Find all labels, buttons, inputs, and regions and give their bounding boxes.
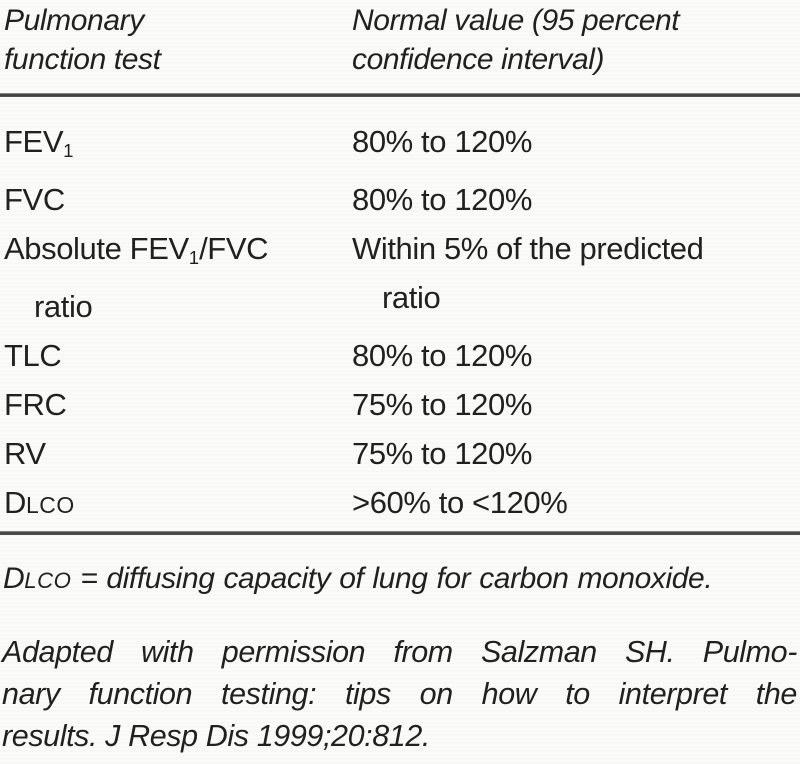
abbrev-d: D [3, 562, 25, 595]
smallcaps: LCO [26, 492, 75, 519]
subscript: 1 [188, 247, 200, 269]
test-cell: FRC [4, 380, 352, 429]
table-header-row: Pulmonary function test Normal value (95… [4, 1, 800, 79]
table-body: FEV1 80% to 120% FVC 80% to 120% Absolut… [4, 117, 800, 530]
subscript: 1 [63, 140, 74, 162]
table-row: DLCO >60% to <120% [4, 478, 800, 530]
text-segment: TLC [4, 338, 62, 374]
cell-line: Within 5% of the predicted [352, 224, 800, 273]
value-cell: 80% to 120% [352, 117, 800, 175]
text-segment: 80% to 120% [352, 338, 533, 374]
table-row: TLC 80% to 120% [4, 331, 800, 380]
test-cell: RV [4, 429, 352, 478]
table-row: FRC 75% to 120% [4, 380, 800, 429]
text-segment: RV [4, 436, 46, 472]
abbrev-definition: = diffusing capacity of lung for carbon … [71, 562, 713, 595]
table-row: Absolute FEV1/FVC ratio Within 5% of the … [4, 224, 800, 331]
citation-line: nary function testing: tips on how to in… [2, 677, 797, 711]
text-segment: 80% to 120% [352, 124, 533, 159]
text-segment: >60% to <120% [352, 485, 568, 521]
test-cell: FVC [4, 175, 352, 224]
text-segment: ratio [382, 280, 441, 316]
abbrev-lco-smallcaps: LCO [24, 568, 72, 593]
cell-line: FRC [4, 380, 352, 429]
cell-line: 80% to 120% [352, 117, 800, 166]
cell-line: 75% to 120% [352, 380, 800, 429]
text-segment: 75% to 120% [352, 387, 533, 423]
table-row: FVC 80% to 120% [4, 175, 800, 224]
cell-line: ratio [352, 273, 800, 322]
text-segment: FEV [4, 124, 64, 159]
cell-line: DLCO [4, 478, 352, 530]
text-segment: Within 5% of the predicted [352, 231, 704, 267]
cell-line: FEV1 [4, 117, 352, 175]
text-segment: /FVC [199, 231, 269, 267]
value-cell: Within 5% of the predicted ratio [352, 224, 800, 331]
header-test-column: Pulmonary function test [4, 4, 161, 76]
cell-line: RV [4, 429, 352, 478]
footnote-divider-rule [0, 531, 800, 535]
value-cell: 75% to 120% [352, 380, 800, 429]
test-cell: Absolute FEV1/FVC ratio [4, 224, 352, 331]
test-cell: TLC [4, 331, 352, 380]
cell-line: ratio [4, 282, 352, 331]
abbreviation-footnote: DLCO = diffusing capacity of lung for ca… [3, 559, 800, 601]
text-segment: Absolute FEV [4, 231, 189, 267]
value-cell: 80% to 120% [352, 175, 800, 224]
table-row: FEV1 80% to 120% [4, 117, 800, 175]
value-cell: 75% to 120% [352, 429, 800, 478]
value-cell: >60% to <120% [352, 478, 800, 530]
text-segment: D [4, 485, 26, 521]
cell-line: TLC [4, 331, 352, 380]
test-cell: FEV1 [4, 117, 352, 175]
cell-line: Absolute FEV1/FVC [4, 224, 352, 282]
cell-line: 75% to 120% [352, 429, 800, 478]
text-segment: FRC [4, 387, 67, 423]
cell-line: >60% to <120% [352, 478, 800, 527]
header-value-column: Normal value (95 percent confidence inte… [352, 4, 680, 76]
test-cell: DLCO [4, 478, 352, 530]
citation-line: Adapted with permission from Salzman SH.… [2, 635, 797, 669]
text-segment: 75% to 120% [352, 436, 533, 472]
value-cell: 80% to 120% [352, 331, 800, 380]
cell-line: FVC [4, 175, 352, 224]
table-row: RV 75% to 120% [4, 429, 800, 478]
citation-line: results. J Resp Dis 1999;20:812. [2, 719, 430, 753]
cell-line: 80% to 120% [352, 331, 800, 380]
source-citation: Adapted with permission from Salzman SH.… [2, 631, 797, 757]
header-divider-rule [0, 93, 800, 97]
text-segment: ratio [34, 289, 93, 325]
text-segment: 80% to 120% [352, 182, 533, 218]
cell-line: 80% to 120% [352, 175, 800, 224]
text-segment: FVC [4, 182, 65, 218]
